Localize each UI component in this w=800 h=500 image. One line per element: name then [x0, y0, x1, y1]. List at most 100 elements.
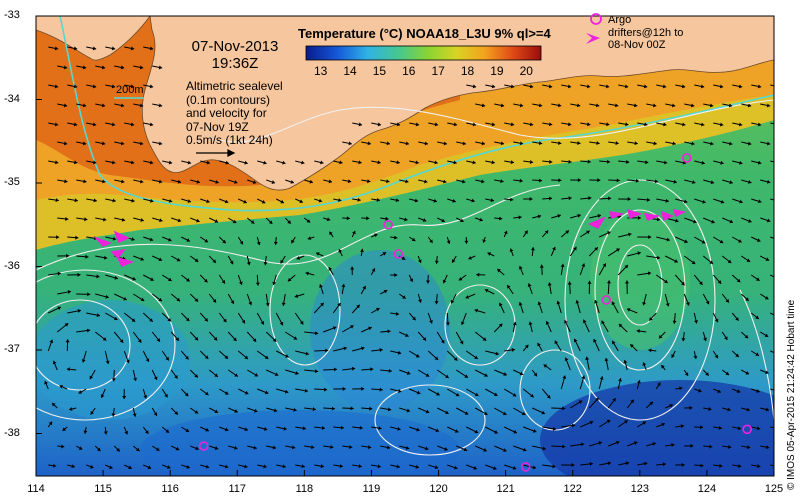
velocity-arrowhead [176, 297, 181, 302]
cold-patch-southeast [540, 380, 774, 476]
velocity-arrowhead [541, 410, 546, 415]
velocity-arrowhead [330, 444, 334, 449]
velocity-arrowhead [305, 271, 309, 276]
velocity-arrowhead [777, 199, 780, 203]
axis-ticks [35, 15, 775, 476]
velocity-arrowhead [745, 371, 750, 375]
argo-float [601, 295, 612, 305]
velocity-arrowhead [719, 122, 724, 127]
velocity-arrowhead [150, 198, 154, 203]
velocity-arrowhead [56, 235, 60, 240]
velocity-arrowhead [681, 462, 685, 467]
velocity-arrowhead [92, 84, 97, 89]
velocity-arrowhead [140, 218, 144, 222]
velocity-arrowhead [710, 141, 714, 146]
velocity-arrowhead [604, 357, 609, 362]
velocity-arrowhead [482, 337, 487, 341]
velocity-arrowhead [736, 278, 741, 283]
velocity-arrowhead [347, 179, 352, 184]
velocity-arrowhead [385, 216, 389, 221]
velocity-arrowhead [756, 426, 761, 431]
velocity-arrowhead [214, 409, 219, 414]
velocity-arrowhead [491, 122, 496, 127]
velocity-arrowhead [616, 248, 620, 252]
velocity-arrowhead [234, 445, 238, 450]
velocity-arrowhead [700, 84, 705, 89]
velocity-arrowhead [775, 276, 779, 280]
velocity-arrowhead [455, 392, 460, 397]
velocity-arrowhead [565, 230, 569, 234]
velocity-arrowhead [471, 198, 475, 203]
velocity-arrowhead [729, 141, 733, 146]
velocity-arrowhead [158, 103, 163, 108]
velocity-arrowhead [89, 375, 94, 380]
velocity-arrowhead [758, 199, 762, 204]
velocity-arrowhead [325, 348, 329, 353]
velocity-arrowhead [746, 258, 751, 262]
velocity-arrowhead [159, 218, 163, 223]
velocity-arrowhead [357, 197, 361, 202]
velocity-arrowhead [426, 280, 431, 284]
velocity-arrowhead [361, 386, 365, 391]
velocity-arrowhead [682, 122, 686, 127]
velocity-arrowhead [775, 314, 779, 318]
velocity-arrowhead [105, 360, 110, 365]
velocity-arrowhead [538, 178, 543, 183]
velocity-arrowhead [342, 386, 346, 391]
velocity-arrowhead [291, 239, 295, 244]
velocity-arrowhead [341, 283, 346, 288]
velocity-arrowhead [557, 214, 561, 218]
velocity-arrowhead [644, 122, 648, 127]
velocity-arrowhead [263, 427, 268, 431]
velocity-arrowhead [244, 427, 248, 432]
velocity-arrowhead [484, 373, 488, 377]
velocity-arrowhead [369, 406, 373, 411]
velocity-arrowhead [582, 319, 587, 324]
velocity-arrowhead [756, 277, 760, 281]
velocity-arrowhead [301, 160, 305, 165]
velocity-arrowhead [465, 295, 470, 299]
velocity-arrowhead [630, 399, 634, 404]
velocity-arrowhead [119, 339, 124, 343]
velocity-arrowhead [757, 160, 762, 165]
velocity-arrowhead [552, 464, 556, 469]
velocity-arrowhead [338, 198, 342, 203]
velocity-arrowhead [586, 84, 591, 89]
velocity-arrowhead [544, 230, 549, 235]
velocity-arrowhead [498, 323, 503, 328]
velocity-arrowhead [459, 340, 464, 345]
velocity-arrowhead [96, 274, 100, 279]
velocity-arrowhead [519, 103, 524, 108]
velocity-arrowhead [765, 445, 770, 450]
velocity-arrowhead [464, 411, 469, 415]
velocity-arrowhead [174, 411, 178, 415]
velocity-arrowhead [709, 444, 713, 449]
velocity-arrowhead [222, 318, 227, 323]
velocity-arrowhead [765, 370, 769, 375]
velocity-arrowhead [215, 179, 219, 184]
velocity-arrowhead [483, 448, 487, 452]
velocity-arrowhead [527, 283, 532, 287]
land-australia-south-coast [141, 16, 774, 191]
velocity-arrowhead [74, 198, 78, 203]
velocity-arrowhead [145, 358, 150, 362]
velocity-arrowhead [746, 407, 750, 412]
velocity-arrowhead [246, 261, 251, 266]
velocity-arrowhead [82, 141, 87, 146]
velocity-arrowhead [476, 272, 480, 277]
velocity-arrowhead [263, 262, 268, 266]
velocity-arrowhead [453, 465, 458, 470]
velocity-arrowhead [122, 395, 127, 399]
velocity-arrowhead [746, 445, 751, 450]
velocity-arrowhead [529, 196, 533, 201]
velocity-arrowhead [73, 46, 78, 51]
velocity-arrowhead [615, 141, 619, 146]
velocity-arrowhead [282, 160, 286, 165]
velocity-arrowhead [93, 198, 97, 203]
velocity-arrowhead [306, 219, 311, 223]
velocity-arrowhead [175, 337, 179, 341]
velocity-arrowhead [73, 122, 78, 127]
plot-area [36, 16, 780, 476]
velocity-arrowhead [307, 236, 312, 241]
velocity-arrowhead [776, 464, 779, 468]
